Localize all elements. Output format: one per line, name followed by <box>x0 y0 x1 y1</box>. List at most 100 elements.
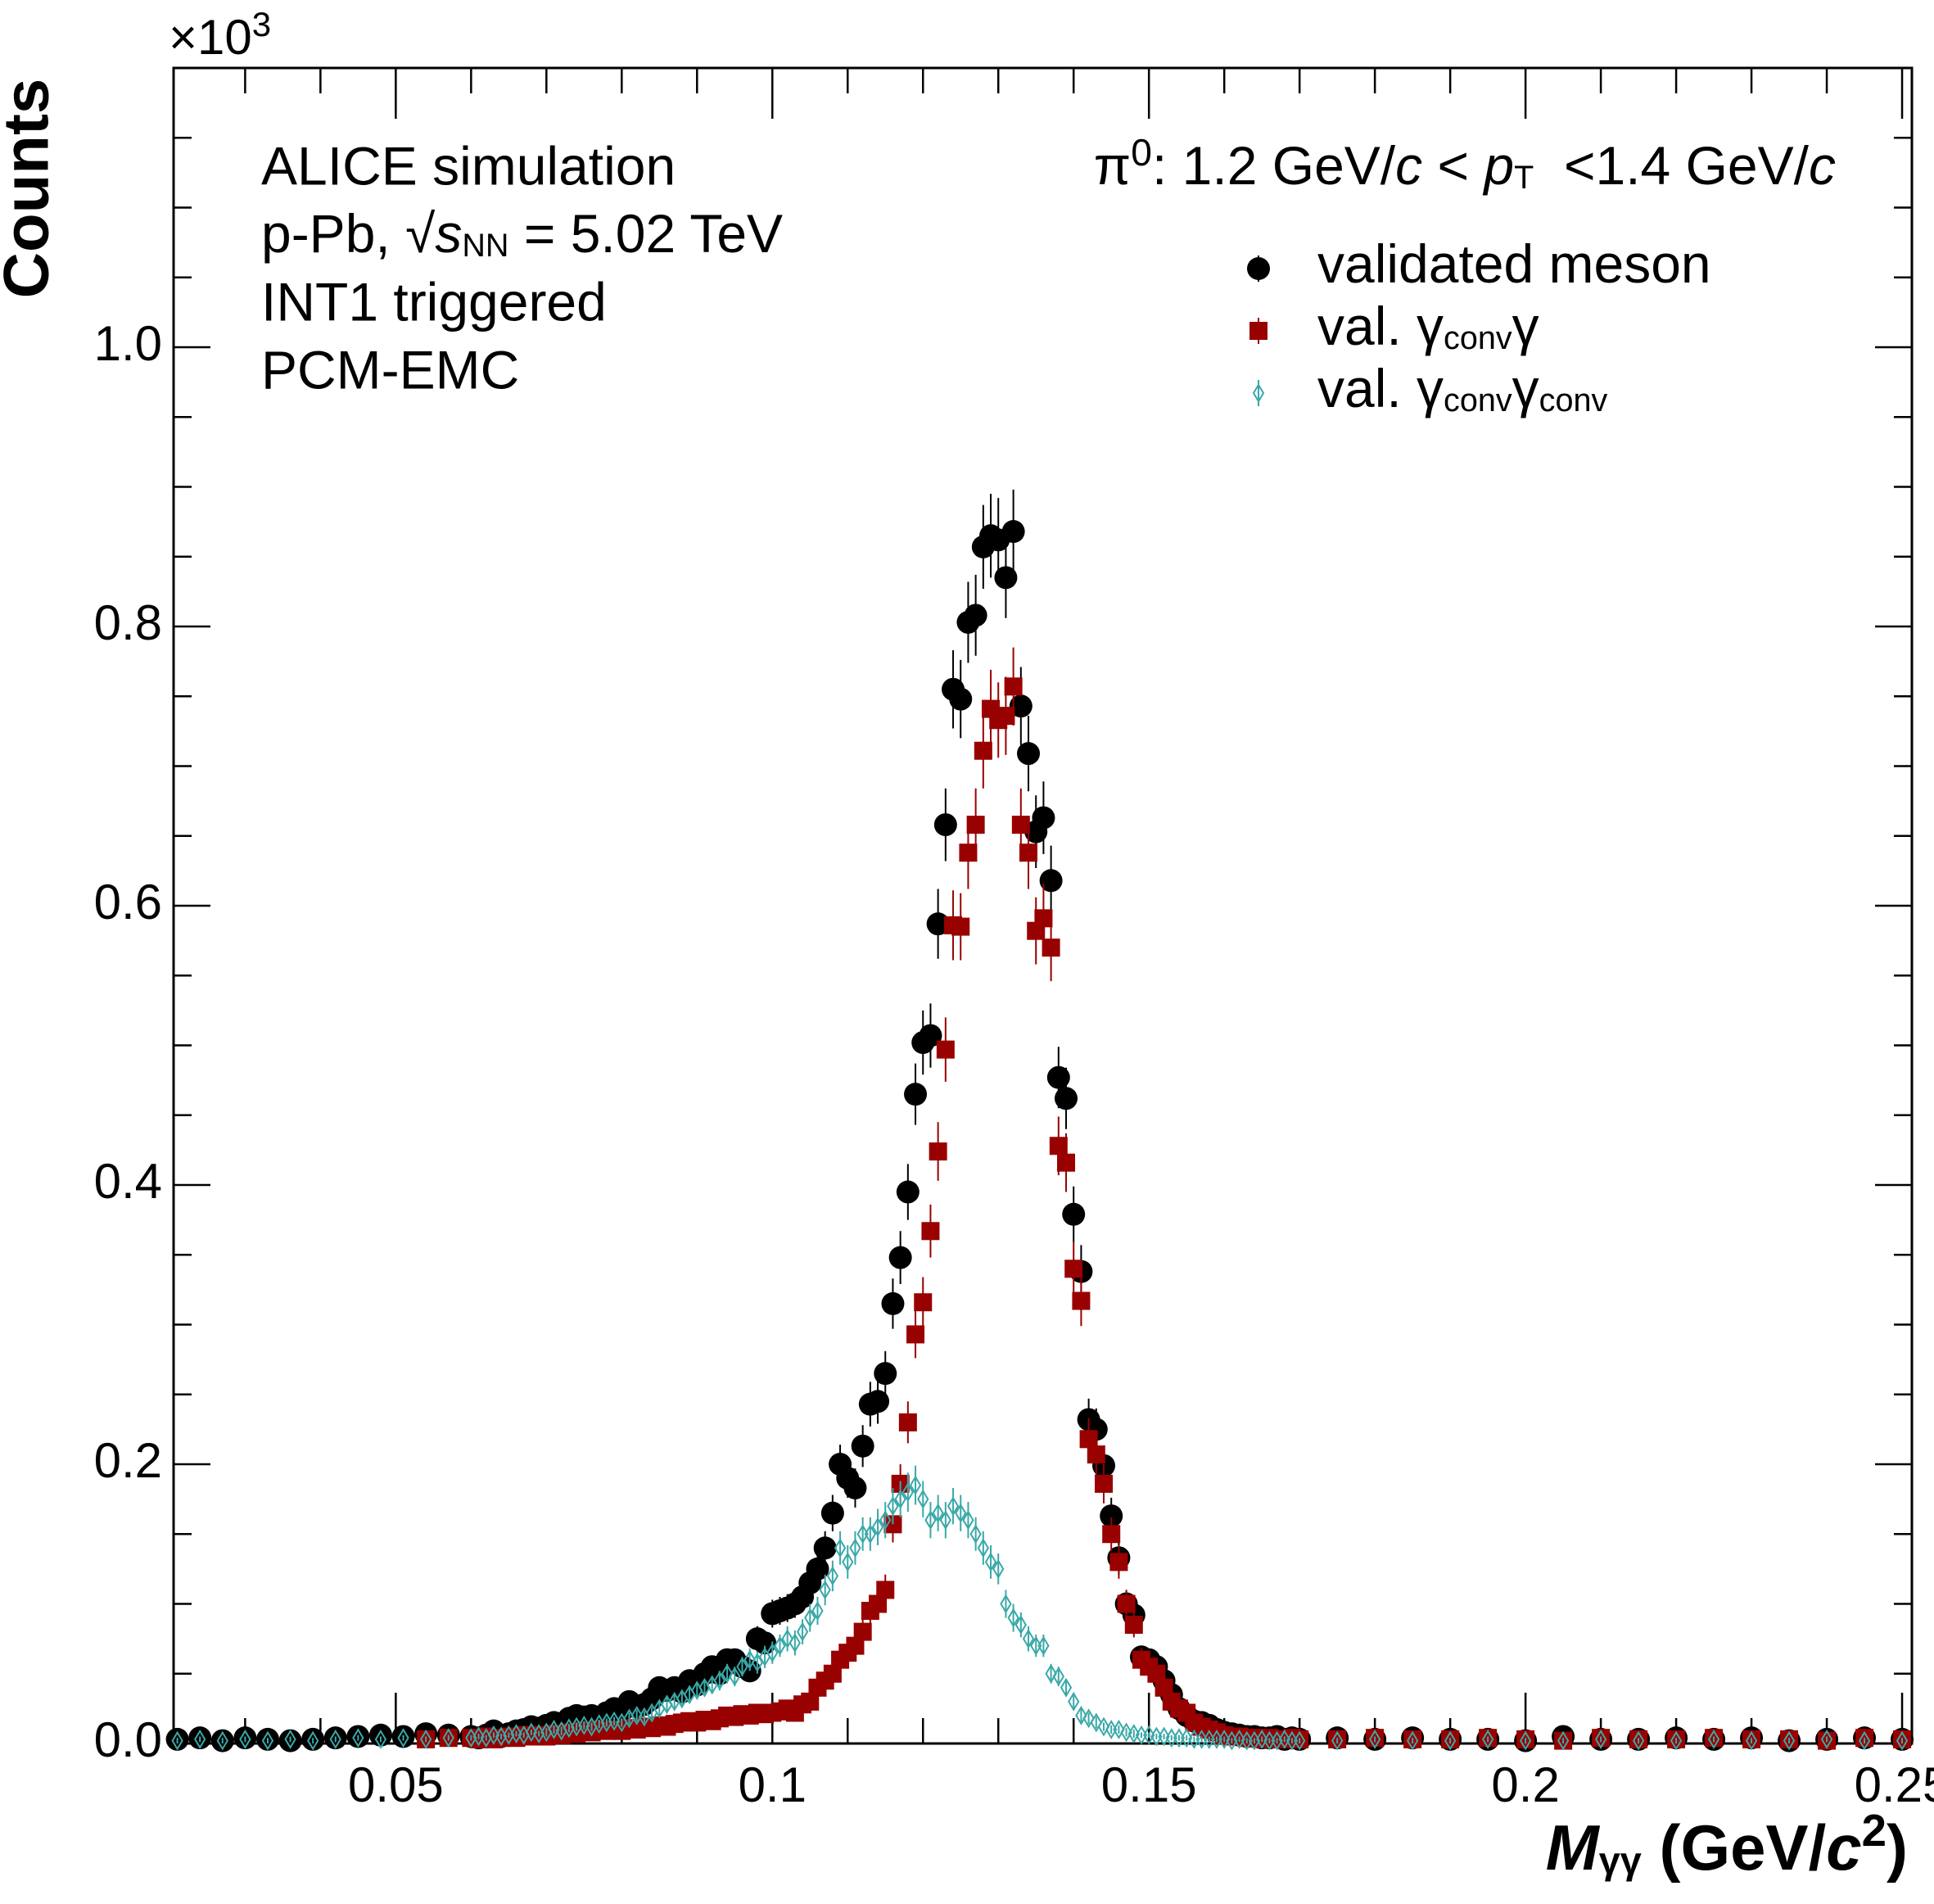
text-part: p <box>1482 135 1514 196</box>
data-point <box>898 1413 917 1431</box>
text-part: ) <box>1887 1811 1908 1884</box>
data-point <box>525 1722 538 1743</box>
data-point <box>1019 843 1038 862</box>
data-point <box>881 1291 905 1315</box>
legend-marker <box>1247 257 1270 280</box>
text-part: T <box>1514 160 1534 196</box>
legend-label: val. γconvγconv <box>1317 358 1607 418</box>
data-point <box>801 1692 820 1711</box>
text-part: c <box>1826 1811 1861 1884</box>
data-point <box>1042 938 1060 957</box>
data-point <box>804 1608 816 1628</box>
data-point <box>487 1725 500 1745</box>
data-point <box>1052 1667 1064 1687</box>
data-point <box>1444 1730 1457 1751</box>
data-point <box>1009 694 1033 718</box>
data-point <box>984 1552 997 1572</box>
data-point <box>1218 1729 1231 1749</box>
data-point <box>713 1671 726 1691</box>
data-point <box>1014 1615 1027 1635</box>
data-point <box>962 1510 974 1531</box>
data-point <box>819 1580 831 1600</box>
data-point <box>996 707 1015 726</box>
data-point <box>1155 1678 1173 1697</box>
x-tick-label: 0.1 <box>739 1757 807 1812</box>
series <box>165 489 1914 1752</box>
data-point <box>1095 1474 1114 1493</box>
data-point <box>904 1083 928 1106</box>
data-point <box>1240 1730 1253 1751</box>
data-point <box>843 1476 867 1499</box>
data-point <box>796 1621 809 1642</box>
data-point <box>1233 1729 1245 1749</box>
text-part: 2 <box>1862 1806 1887 1856</box>
data-point <box>1072 1291 1091 1310</box>
data-point <box>1406 1730 1419 1751</box>
data-point <box>1896 1730 1909 1751</box>
data-point <box>1082 1708 1095 1729</box>
data-point <box>1594 1729 1607 1749</box>
data-point <box>869 1594 888 1613</box>
data-point <box>721 1663 734 1684</box>
data-point <box>1188 1729 1200 1749</box>
data-point <box>1368 1729 1381 1749</box>
data-point <box>1039 869 1063 893</box>
data-point <box>1057 1153 1076 1172</box>
data-point <box>1030 1635 1042 1656</box>
data-point <box>966 816 985 834</box>
data-point <box>820 1501 844 1525</box>
data-point <box>1068 1691 1080 1712</box>
data-point <box>856 1524 869 1544</box>
data-point <box>888 1246 912 1269</box>
text-part: γγ <box>1599 1839 1642 1882</box>
x-tick-label: 0.2 <box>1491 1757 1559 1812</box>
data-point <box>774 1635 786 1656</box>
annotation: PCM-EMC <box>261 339 519 400</box>
data-point <box>964 604 987 627</box>
data-point <box>1519 1730 1532 1751</box>
x-tick-label: 0.15 <box>1101 1757 1197 1812</box>
text-part: conv <box>1444 320 1512 356</box>
data-point <box>1001 520 1025 544</box>
text-part: val. γ <box>1317 296 1444 356</box>
text-part: val. γ <box>1317 358 1444 418</box>
legend-marker <box>1252 383 1265 403</box>
text-part: (GeV/ <box>1642 1811 1826 1884</box>
text-part: π <box>1094 135 1132 196</box>
data-point <box>1102 1525 1121 1544</box>
data-point <box>1147 1664 1166 1683</box>
series <box>417 647 1912 1750</box>
data-point <box>876 1581 895 1599</box>
data-point <box>1017 742 1041 766</box>
data-point <box>1858 1730 1871 1751</box>
data-point <box>789 1633 802 1653</box>
text-part: : 1.2 GeV/ <box>1152 135 1396 196</box>
data-point <box>1007 1608 1019 1628</box>
data-point <box>977 1538 989 1558</box>
text-part: = 5.02 TeV <box>509 203 784 264</box>
data-point <box>921 1222 940 1241</box>
y-tick-label: 0.0 <box>94 1712 162 1767</box>
data-point <box>866 1390 890 1413</box>
data-point <box>1079 1430 1098 1449</box>
data-point <box>194 1729 206 1749</box>
data-point <box>926 912 950 936</box>
data-point <box>849 1538 861 1558</box>
data-point <box>1263 1730 1276 1751</box>
legend-label: validated meson <box>1317 233 1711 294</box>
data-point <box>352 1728 364 1748</box>
y-tick-label: 1.0 <box>94 316 162 371</box>
data-point <box>472 1726 485 1747</box>
text-part: < <box>1422 135 1484 196</box>
data-point <box>1181 1728 1193 1748</box>
data-point <box>1745 1730 1758 1751</box>
text-part: c <box>1809 135 1836 196</box>
data-point <box>1060 1677 1073 1698</box>
data-point <box>906 1325 925 1344</box>
data-point <box>914 1293 933 1312</box>
x-tick-label: 0.05 <box>348 1757 444 1812</box>
data-point <box>896 1180 920 1204</box>
data-point <box>1203 1729 1215 1749</box>
